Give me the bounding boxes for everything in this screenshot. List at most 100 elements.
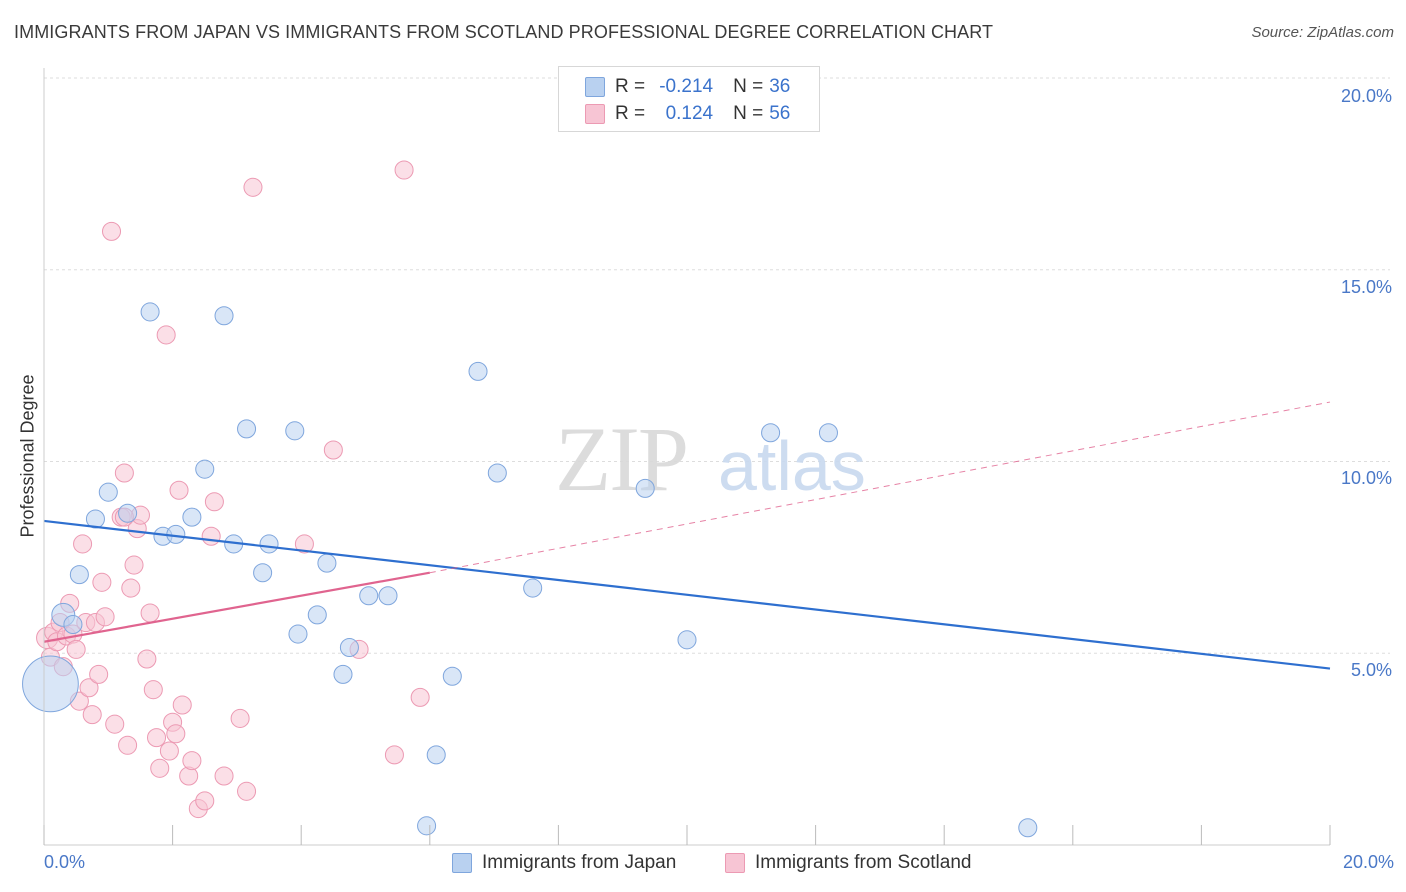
japan-point — [98, 482, 118, 502]
japan-point — [333, 664, 353, 684]
scotland-point — [166, 724, 186, 744]
scotland-point — [323, 440, 343, 460]
scotland-point — [121, 578, 141, 598]
scotland-point — [124, 555, 144, 575]
scotland-point — [230, 708, 250, 728]
legend-row-japan: R = -0.214 N = 36 — [585, 73, 790, 101]
trend-lines — [43, 401, 1331, 670]
scotland-point — [204, 492, 224, 512]
scotland-point — [105, 714, 125, 734]
scotland-point — [182, 751, 202, 771]
scotland-point — [101, 221, 122, 241]
scotland-point — [150, 758, 170, 778]
japan-point — [761, 423, 781, 443]
chart-title: IMMIGRANTS FROM JAPAN VS IMMIGRANTS FROM… — [14, 22, 994, 42]
trend-extension-scotland — [429, 401, 1331, 574]
scotland-point — [169, 480, 189, 500]
legend-n-value-japan: 36 — [769, 76, 791, 97]
trend-line-japan — [43, 519, 1331, 670]
scotland-point — [82, 705, 102, 725]
japan-point — [69, 565, 89, 585]
japan-point — [523, 578, 543, 598]
scotland-point — [179, 766, 199, 786]
japan-point — [468, 361, 488, 381]
legend-r-value-scotland: 0.124 — [665, 103, 714, 124]
japan-point — [339, 637, 359, 658]
source-label: Source: ZipAtlas.com — [1251, 24, 1394, 41]
japan-point — [818, 423, 838, 443]
trend-line-scotland — [43, 571, 430, 643]
scotland-point — [384, 745, 404, 765]
japan-point — [140, 302, 160, 322]
japan-point — [426, 745, 446, 765]
japan-point — [442, 666, 462, 686]
legend-r-label: R = — [615, 76, 646, 97]
scotland-point — [147, 728, 167, 748]
scotland-point — [137, 649, 157, 669]
legend-n-value-scotland: 56 — [769, 103, 791, 124]
japan-point — [635, 478, 655, 498]
japan-point — [195, 459, 215, 479]
scotland-swatch — [585, 104, 605, 124]
japan-point — [285, 421, 305, 441]
scotland-point — [394, 160, 414, 180]
series-japan — [22, 302, 1038, 838]
scotland-point — [143, 680, 163, 700]
watermark: ZIP atlas — [555, 408, 866, 510]
x-ticks — [43, 825, 1331, 845]
scotland-point — [118, 735, 138, 755]
x-tick-label-min: 0.0% — [44, 852, 86, 872]
scotland-point — [195, 791, 215, 811]
japan-point — [237, 419, 257, 439]
japan-point — [253, 563, 273, 583]
japan-point — [63, 614, 83, 635]
y-tick-label-20: 20.0% — [1340, 86, 1392, 106]
scotland-point — [92, 572, 112, 592]
japan-point — [417, 816, 437, 836]
japan-swatch — [585, 77, 605, 97]
legend-r-label: R = — [615, 103, 646, 124]
scotland-point — [73, 534, 93, 554]
scotland-point — [172, 695, 192, 715]
y-tick-label-5: 5.0% — [1350, 660, 1392, 680]
legend-r-value-japan: -0.214 — [659, 76, 714, 97]
japan-point — [317, 553, 337, 573]
japan-point — [118, 503, 138, 523]
y-axis-title: Professional Degree — [17, 374, 38, 538]
japan-point — [487, 463, 507, 483]
scotland-point — [201, 526, 221, 546]
scotland-point — [89, 664, 109, 684]
scotland-point — [159, 741, 179, 761]
scotland-point — [214, 766, 234, 786]
watermark-atlas: atlas — [718, 427, 866, 505]
y-tick-label-15: 15.0% — [1340, 277, 1392, 297]
japan-point — [378, 586, 398, 606]
scotland-point — [243, 177, 263, 197]
series-scotland — [36, 160, 430, 819]
japan-point — [677, 630, 697, 650]
legend-item-japan: Immigrants from Japan — [452, 852, 676, 874]
japan-point — [307, 605, 327, 625]
scotland-point — [79, 678, 99, 698]
japan-point — [85, 509, 105, 529]
legend-row-scotland: R = 0.124 N = 56 — [585, 100, 790, 128]
japan-point — [359, 586, 379, 606]
japan-point — [259, 534, 279, 554]
legend-label-japan: Immigrants from Japan — [482, 852, 677, 873]
japan-point — [22, 655, 79, 713]
x-tick-label-max: 20.0% — [1342, 852, 1394, 872]
scotland-point — [114, 463, 134, 483]
scotland-legend-swatch — [725, 853, 745, 873]
scotland-point — [294, 534, 314, 554]
japan-point — [214, 306, 234, 326]
legend-label-scotland: Immigrants from Scotland — [755, 852, 972, 873]
legend-n-label: N = — [733, 76, 764, 97]
correlation-legend: R = -0.214 N = 36 R = 0.124 N = 56 — [558, 66, 820, 132]
legend-n-label: N = — [733, 103, 764, 124]
japan-legend-swatch — [452, 853, 472, 873]
japan-point — [182, 507, 202, 527]
grid-lines — [44, 77, 1390, 654]
scotland-point — [410, 687, 430, 707]
y-tick-label-10: 10.0% — [1340, 468, 1392, 488]
japan-point — [1018, 818, 1038, 838]
